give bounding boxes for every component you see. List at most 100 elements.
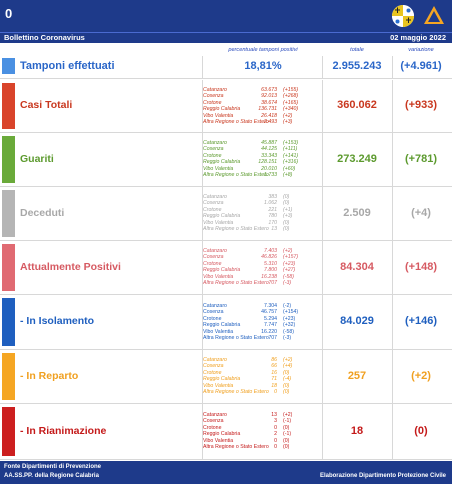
province-row: Catanzaro 13 (+2) <box>203 412 323 418</box>
province-list: Catanzaro 86 (+2) Cosenza 66 (+4) Crotone 16 (0)… <box>203 357 323 395</box>
footer-source-line1: Fonte Dipartimenti di Prevenzione <box>4 464 102 470</box>
province-name: Altra Regione o Stato Estero <box>203 443 269 450</box>
province-name: Altra Regione o Stato Estero <box>203 225 269 232</box>
province-row: Crotone 5.294 (+23) <box>203 316 323 322</box>
province-value: 707 <box>268 334 277 341</box>
province-delta: (+3) <box>283 213 293 220</box>
province-value: 33.343 <box>261 152 277 159</box>
province-name: Altra Regione o Stato Estero <box>203 171 269 178</box>
province-delta: (+2) <box>283 357 293 363</box>
section-variation: (+146) <box>404 315 438 327</box>
province-delta: (+23) <box>283 315 296 322</box>
province-value: 1.062 <box>264 200 277 207</box>
province-row: Crotone 221 (+1) <box>203 207 323 213</box>
province-value: 45.887 <box>261 140 277 146</box>
province-delta: (+32) <box>283 322 296 329</box>
province-row: Cosenza 66 (+4) <box>203 363 323 369</box>
province-row: Altra Regione o Stato Estero 1.733 (+8) <box>203 172 323 178</box>
section-variation: (+781) <box>404 153 438 165</box>
province-value: 18 <box>271 382 277 389</box>
province-delta: (+165) <box>283 99 299 106</box>
province-row: Catanzaro 63.673 (+155) <box>203 87 323 93</box>
province-value: 46.826 <box>261 254 277 261</box>
region-coat-of-arms-icon <box>390 3 416 29</box>
province-name: Vibo Valentia <box>203 219 234 226</box>
province-row: Catanzaro 86 (+2) <box>203 357 323 363</box>
province-name: Catanzaro <box>203 248 227 254</box>
section-row: Casi Totali Catanzaro 63.673 (+155) Cosenza 9… <box>0 80 452 133</box>
province-value: 780 <box>268 213 277 220</box>
province-name: Altra Regione o Stato Estero <box>203 279 269 286</box>
province-delta: (-3) <box>283 334 292 341</box>
header-number: 0 <box>5 6 13 21</box>
province-name: Catanzaro <box>203 303 227 309</box>
province-delta: (0) <box>283 388 290 395</box>
province-value: 66 <box>271 363 277 370</box>
province-row: Reggio Calabria 136.731 (+340) <box>203 106 323 112</box>
province-name: Crotone <box>203 99 222 106</box>
province-delta: (0) <box>283 200 290 207</box>
province-value: 0 <box>274 424 277 431</box>
province-delta: (0) <box>283 369 290 376</box>
province-row: Vibo Valentia 16.220 (-58) <box>203 329 323 335</box>
province-delta: (-1) <box>283 431 292 438</box>
province-value: 46.757 <box>261 309 277 316</box>
header-bar: 0 <box>0 0 452 32</box>
province-delta: (0) <box>283 443 290 450</box>
province-row: Cosenza 46.826 (+157) <box>203 254 323 260</box>
section-color-bar <box>2 83 15 129</box>
province-name: Crotone <box>203 369 222 376</box>
section-row: Attualmente Positivi Catanzaro 7.403 (+2) Co… <box>0 241 452 295</box>
province-row: Vibo Valentia 0 (0) <box>203 438 323 444</box>
tamponi-color-bar <box>2 58 15 74</box>
province-value: 38.674 <box>261 99 277 106</box>
province-value: 221 <box>268 206 277 213</box>
province-delta: (+155) <box>283 87 299 93</box>
province-delta: (-58) <box>283 273 294 280</box>
province-name: Vibo Valentia <box>203 273 234 280</box>
province-name: Reggio Calabria <box>203 376 241 383</box>
province-name: Crotone <box>203 424 222 431</box>
province-value: 3 <box>274 418 277 425</box>
province-name: Catanzaro <box>203 140 227 146</box>
province-delta: (+268) <box>283 93 299 100</box>
province-delta: (+154) <box>283 309 299 316</box>
province-name: Vibo Valentia <box>203 328 234 335</box>
province-value: 92.013 <box>261 93 277 100</box>
province-row: Crotone 33.343 (+141) <box>203 153 323 159</box>
province-delta: (0) <box>283 219 290 226</box>
province-delta: (+141) <box>283 152 299 159</box>
province-row: Crotone 5.310 (+23) <box>203 261 323 267</box>
civil-protection-logo-icon <box>421 3 447 29</box>
province-row: Altra Regione o Stato Estero 2.493 (+3) <box>203 119 323 125</box>
province-name: Reggio Calabria <box>203 159 241 166</box>
province-value: 707 <box>268 279 277 286</box>
province-value: 1.733 <box>264 171 277 178</box>
section-total: 273.249 <box>337 153 377 165</box>
province-row: Altra Regione o Stato Estero 0 (0) <box>203 389 323 395</box>
section-color-bar <box>2 244 15 291</box>
variation-column-header: variazione <box>408 47 434 53</box>
province-name: Altra Regione o Stato Estero <box>203 118 269 125</box>
province-value: 2 <box>274 431 277 438</box>
province-delta: (+2) <box>283 412 293 418</box>
province-value: 13 <box>271 225 277 232</box>
province-name: Catanzaro <box>203 87 227 93</box>
province-row: Altra Regione o Stato Estero 13 (0) <box>203 226 323 232</box>
province-list: Catanzaro 7.403 (+2) Cosenza 46.826 (+157) Cro… <box>203 248 323 286</box>
province-name: Vibo Valentia <box>203 112 234 119</box>
province-delta: (-2) <box>283 303 292 309</box>
province-value: 0 <box>274 443 277 450</box>
province-row: Catanzaro 7.304 (-2) <box>203 303 323 309</box>
province-delta: (+316) <box>283 159 299 166</box>
section-variation: (+2) <box>411 370 431 382</box>
province-row: Altra Regione o Stato Estero 707 (-3) <box>203 280 323 286</box>
province-name: Crotone <box>203 260 222 267</box>
province-row: Vibo Valentia 170 (0) <box>203 220 323 226</box>
province-list: Catanzaro 45.887 (+153) Cosenza 44.125 (+111)… <box>203 140 323 178</box>
province-name: Crotone <box>203 315 222 322</box>
tamponi-row: Tamponi effettuati 18,81% 2.955.243 (+4.… <box>0 56 452 79</box>
section-color-bar <box>2 407 15 456</box>
province-delta: (0) <box>283 437 290 444</box>
province-value: 128.151 <box>258 159 277 166</box>
